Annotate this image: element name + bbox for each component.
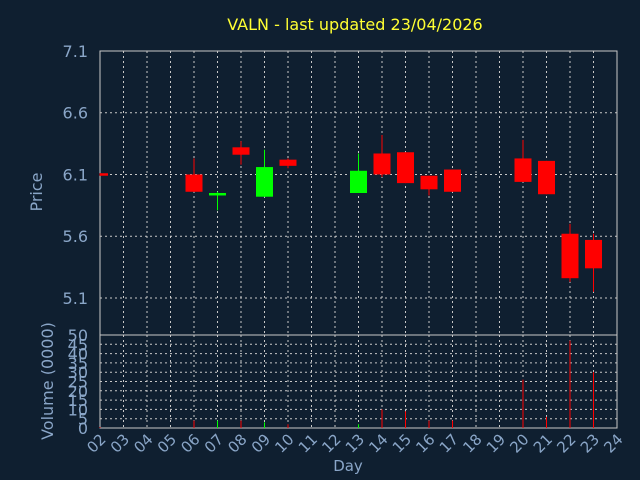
volume-tick-label: 0 [78,419,88,438]
volume-tick-label: 35 [68,354,88,373]
price-tick-label: 6.1 [63,165,88,184]
candle-body [444,169,461,192]
chart-title: VALN - last updated 23/04/2026 [227,15,482,34]
x-tick-label: 09 [248,430,274,456]
price-axis-label: Price [27,172,46,211]
x-tick-label: 05 [154,430,180,456]
x-tick-label: 15 [389,430,415,456]
x-tick-label: 04 [130,430,156,456]
volume-tick-label: 50 [68,326,88,345]
volume-tick-label: 15 [68,391,88,410]
price-tick-label: 5.1 [63,289,88,308]
candle-body [350,170,367,193]
x-tick-label: 21 [530,430,556,456]
x-axis: 0203040506070809101112131415161718192021… [83,430,626,456]
candle-body [585,239,602,269]
x-tick-label: 03 [107,430,133,456]
volume-tick-label: 20 [68,382,88,401]
x-tick-label: 07 [201,430,227,456]
volume-tick-label: 40 [68,345,88,364]
x-tick-label: 11 [295,430,321,456]
x-tick-label: 19 [483,430,509,456]
candle-body [373,153,391,175]
candle-body [397,152,414,184]
volume-tick-label: 30 [68,363,88,382]
x-tick-label: 13 [342,430,368,456]
candle-body [561,233,579,279]
volume-tick-label: 45 [68,335,88,354]
x-tick-label: 14 [365,430,391,456]
x-tick-label: 06 [177,430,203,456]
candle-body [514,158,532,182]
x-tick-label: 24 [600,430,626,456]
candle-body [538,160,555,195]
x-tick-label: 17 [436,430,462,456]
price-tick-label: 5.6 [63,227,88,246]
candle-body [420,175,438,190]
volume-tick-label: 5 [78,410,88,429]
x-tick-label: 18 [459,430,485,456]
x-tick-label: 08 [224,430,250,456]
volume-axis-label: Volume (0000) [38,322,57,440]
x-tick-label: 20 [506,430,532,456]
volume-tick-label: 10 [68,400,88,419]
price-tick-label: 7.1 [63,42,88,61]
price-tick-label: 6.6 [63,104,88,123]
candle-body [279,159,297,166]
x-tick-label: 10 [271,430,297,456]
x-axis-label: Day [333,457,363,475]
x-tick-label: 12 [318,430,344,456]
candle-body [185,174,203,192]
candle-body [232,147,250,155]
x-tick-label: 23 [577,430,603,456]
candle-body [256,167,273,197]
volume-tick-label: 25 [68,373,88,392]
candle-body [100,173,108,176]
x-tick-label: 16 [412,430,438,456]
candle-body [209,193,226,196]
x-tick-label: 22 [553,430,579,456]
price-panel: 7.1 6.6 6.1 5.6 5.1 [63,42,618,336]
